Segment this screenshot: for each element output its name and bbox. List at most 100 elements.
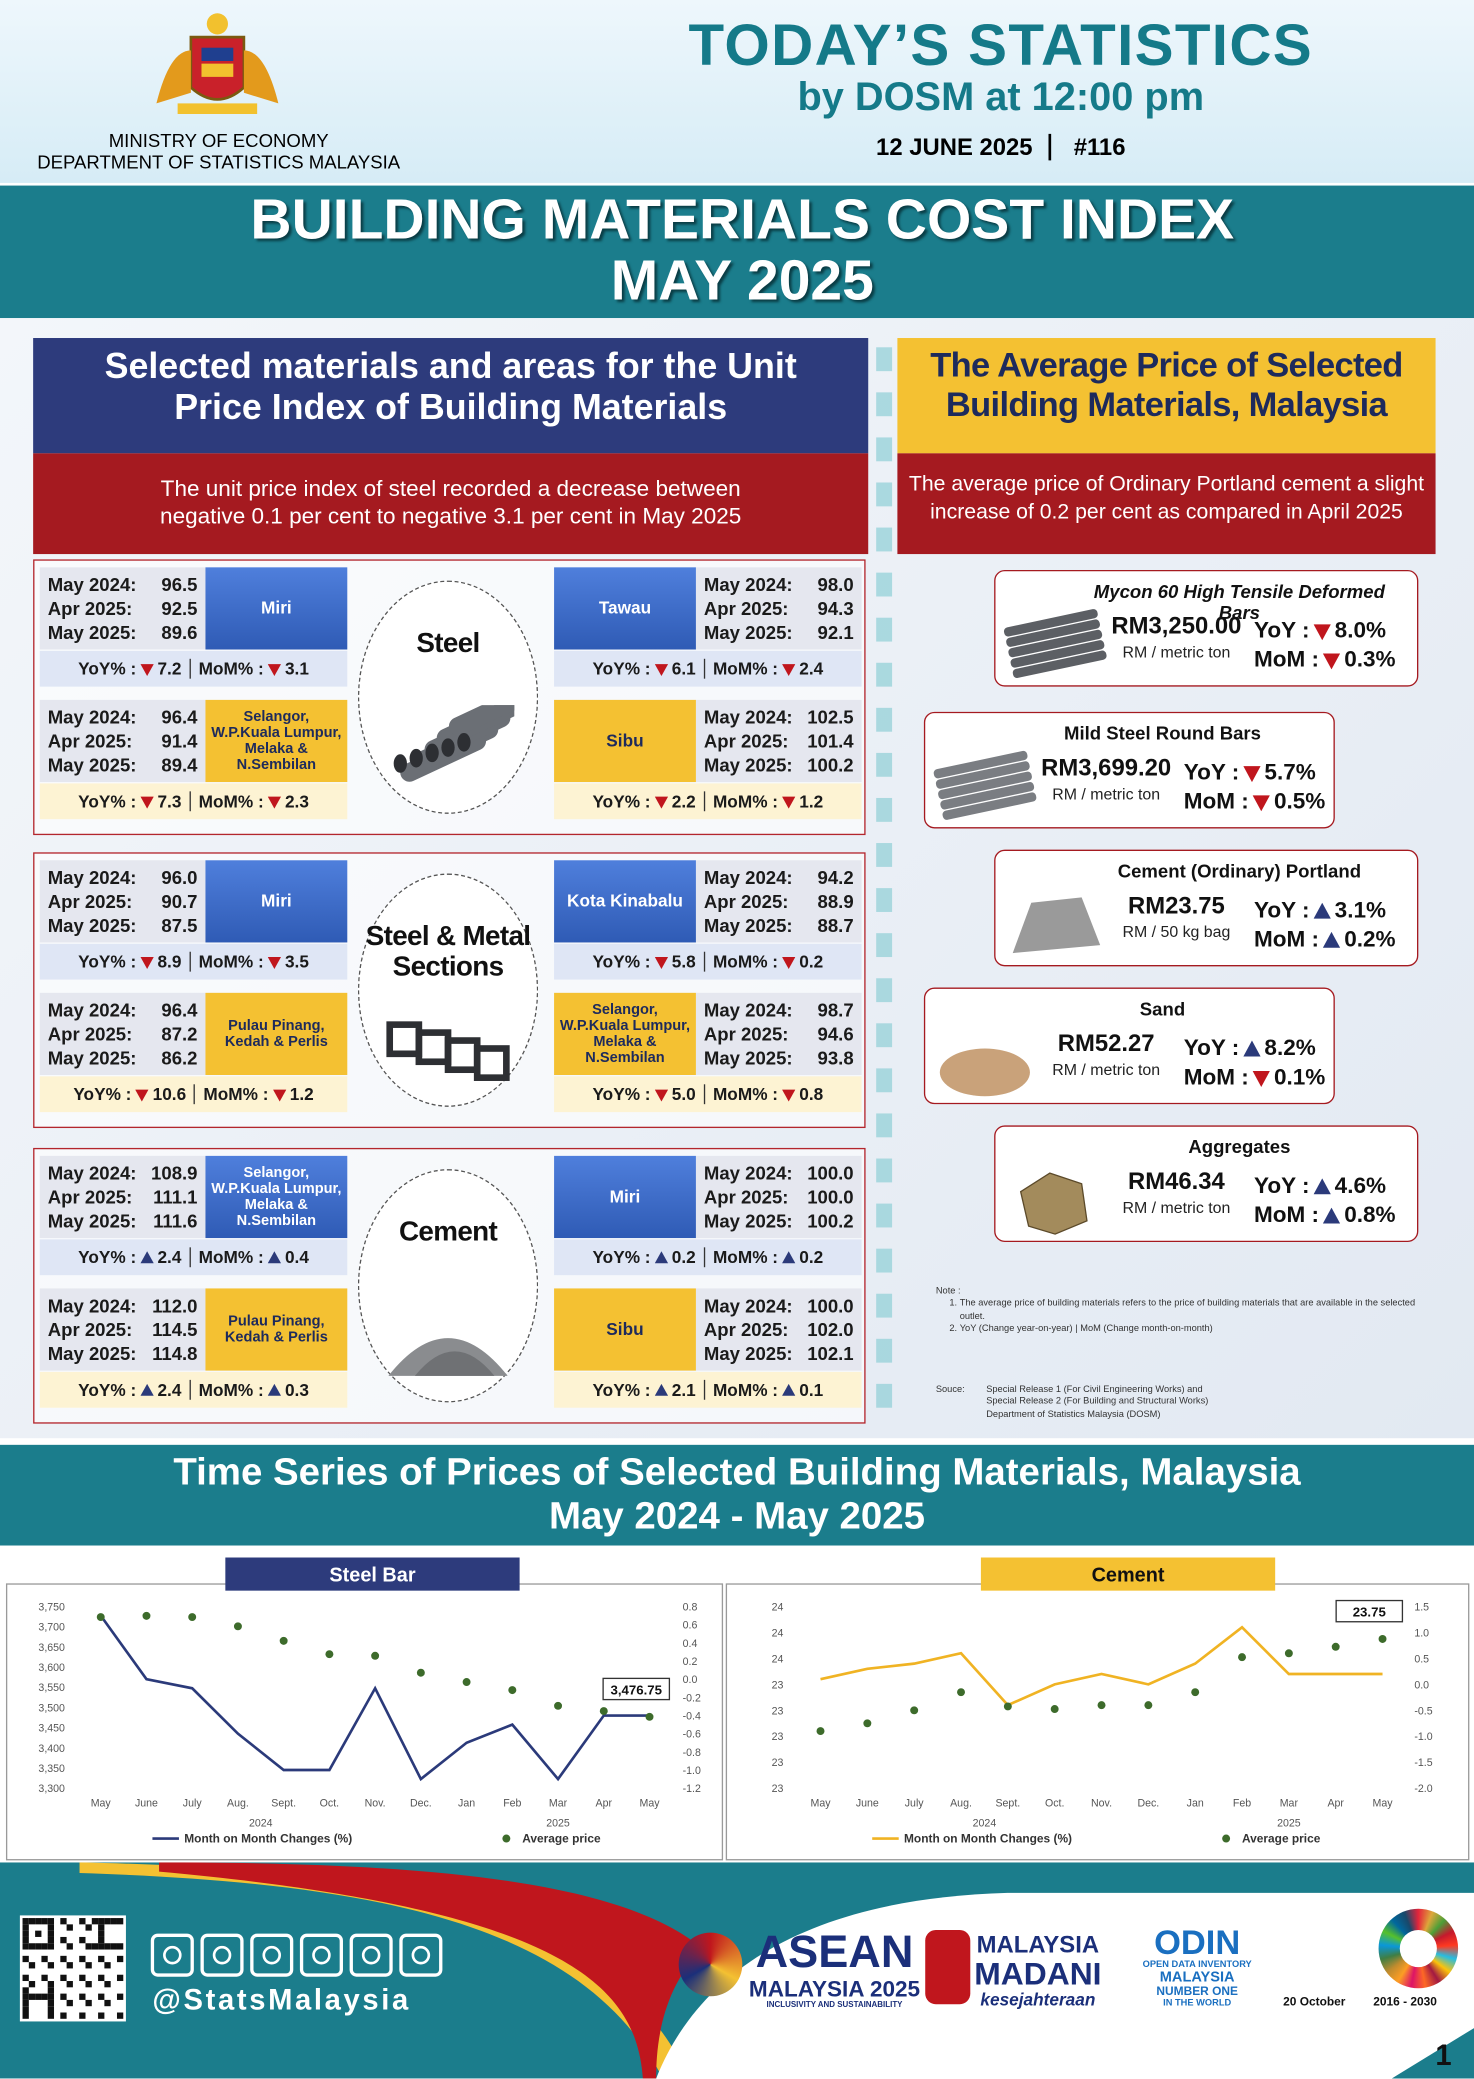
x-tick-label: Apr <box>596 1798 613 1810</box>
series-point <box>1331 1642 1340 1651</box>
index-row: May 2025: 89.6 <box>48 620 198 644</box>
qr-cell <box>22 1993 29 2000</box>
index-value: 87.2 <box>161 1023 198 1045</box>
period-label: May 2024: <box>703 573 793 596</box>
legend-label: Average price <box>1242 1832 1321 1846</box>
trend-arrow <box>782 1088 796 1101</box>
y-tick-label: 23 <box>772 1783 784 1795</box>
trend-arrow <box>782 663 796 676</box>
trend-arrow <box>1243 766 1261 783</box>
period-label: May 2024: <box>47 866 137 889</box>
qr-cell <box>47 1987 55 1994</box>
qr-cell <box>91 1943 99 1950</box>
yoy-label: YoY% : <box>78 951 137 972</box>
crest <box>156 13 279 114</box>
trend-arrow-shape <box>135 1088 149 1101</box>
trend-arrow <box>267 956 281 969</box>
series-point <box>462 1678 471 1686</box>
x-tick-label: July <box>183 1798 203 1810</box>
legend-label: Month on Month Changes (%) <box>184 1832 352 1846</box>
logo: MALAYSIA MADANI kesejahteraan <box>974 1932 1101 2010</box>
mom-label: MoM : <box>1183 1064 1249 1090</box>
yoy-value: 5.8 <box>672 951 706 972</box>
section <box>444 1037 481 1074</box>
mom-value: 2.4 <box>799 658 824 679</box>
y2-tick-label: 0.2 <box>683 1656 698 1668</box>
y2-tick-label: -1.5 <box>1414 1757 1432 1769</box>
trend-arrow <box>140 956 154 969</box>
yoy-label: YoY% : <box>592 658 651 679</box>
x-tick-label: Dec. <box>410 1798 432 1810</box>
qr-cell <box>79 2012 86 2019</box>
qr-cell <box>79 1918 86 1925</box>
qr-cell <box>98 1930 105 1937</box>
period-label: May 2025: <box>47 621 137 643</box>
yoy-label: YoY : <box>1253 897 1310 923</box>
qr-cell <box>79 1936 86 1944</box>
index-row: May 2024: 100.0 <box>704 1161 854 1185</box>
qr-cell <box>91 1918 99 1925</box>
index-value: 114.5 <box>152 1318 198 1341</box>
logo: ODIN OPEN DATA INVENTORY MALAYSIA NUMBER ON… <box>1142 1924 1252 2008</box>
trend-arrow-shape <box>1313 624 1331 641</box>
trend-arrow <box>1313 624 1331 641</box>
material-photo <box>933 750 1037 820</box>
y-tick-label: 24 <box>772 1653 784 1665</box>
change-row: YoY% : 5.0 MoM% : 0.8 <box>554 1076 862 1113</box>
trend-arrow-shape <box>267 956 281 969</box>
yoy-label: YoY : <box>1183 1035 1240 1061</box>
trend-arrow <box>1243 1040 1261 1057</box>
time-series-banner <box>0 1444 1474 1546</box>
qr-cell <box>85 1999 92 2007</box>
legend-swatch <box>502 1834 511 1843</box>
qr-cell <box>41 1993 48 2000</box>
trend-arrow-shape <box>1323 931 1341 948</box>
y2-tick-label: 0.8 <box>683 1602 698 1614</box>
index-row: May 2024: 100.0 <box>704 1294 854 1318</box>
x-tick-label: Jan <box>458 1798 475 1810</box>
decor-square <box>876 662 893 687</box>
yoy-label: YoY : <box>1253 617 1310 643</box>
trend-arrow-shape <box>1243 766 1261 783</box>
qr-cell <box>104 1999 111 2007</box>
qr-cell <box>35 1943 42 1950</box>
mom-value: 0.3% <box>1344 646 1396 673</box>
source-label: Souce: <box>935 1384 965 1395</box>
change-row: YoY% : 2.4 MoM% : 0.3 <box>39 1371 348 1408</box>
qr-cell <box>104 1962 111 1969</box>
chart-frame <box>5 1583 724 1861</box>
y-tick-label: 24 <box>772 1627 784 1639</box>
social-icon <box>349 1933 393 1977</box>
decor-square <box>876 1023 893 1048</box>
yoy-label: YoY% : <box>592 1379 651 1400</box>
qr-cell <box>47 1993 55 2000</box>
time-series-period: May 2024 - May 2025 <box>548 1495 926 1538</box>
series-point <box>1238 1653 1247 1662</box>
yoy-value: 2.4 <box>157 1379 191 1400</box>
material-name: Cement <box>398 1216 498 1248</box>
decor-square <box>876 437 893 462</box>
change-row: YoY% : 8.9 MoM% : 3.5 <box>39 943 348 980</box>
footer-wave-yellow <box>79 1862 690 2079</box>
mom-value: 0.1% <box>1273 1064 1326 1090</box>
qr-cell <box>98 1924 105 1931</box>
logo-text: OPEN DATA INVENTORY <box>1142 1960 1252 1971</box>
trend-arrow-shape <box>140 956 154 969</box>
trend-arrow <box>782 956 796 969</box>
yoy-row: YoY : 4.6% <box>1254 1173 1413 1200</box>
index-row: May 2024: 98.0 <box>704 573 854 597</box>
price-value: RM52.27 <box>1057 1029 1155 1057</box>
trend-arrow <box>267 663 281 676</box>
change-row: YoY% : 5.8 MoM% : 0.2 <box>554 943 862 980</box>
index-row: Apr 2025: 87.2 <box>48 1022 198 1046</box>
trend-arrow <box>1323 653 1341 670</box>
pipe-end <box>441 738 455 757</box>
decor-square <box>876 888 893 912</box>
yoy-label: YoY : <box>1253 1173 1310 1199</box>
mom-row: MoM : 0.8% <box>1254 1202 1413 1229</box>
qr-cell <box>60 1918 67 1925</box>
y2-tick-label: -1.0 <box>1414 1731 1432 1743</box>
index-values: May 2024: 98.0 Apr 2025: 94.3 May 2025: 92.1 <box>695 567 862 650</box>
index-row: May 2025: 89.4 <box>48 753 198 777</box>
bar-rod <box>1003 609 1098 637</box>
